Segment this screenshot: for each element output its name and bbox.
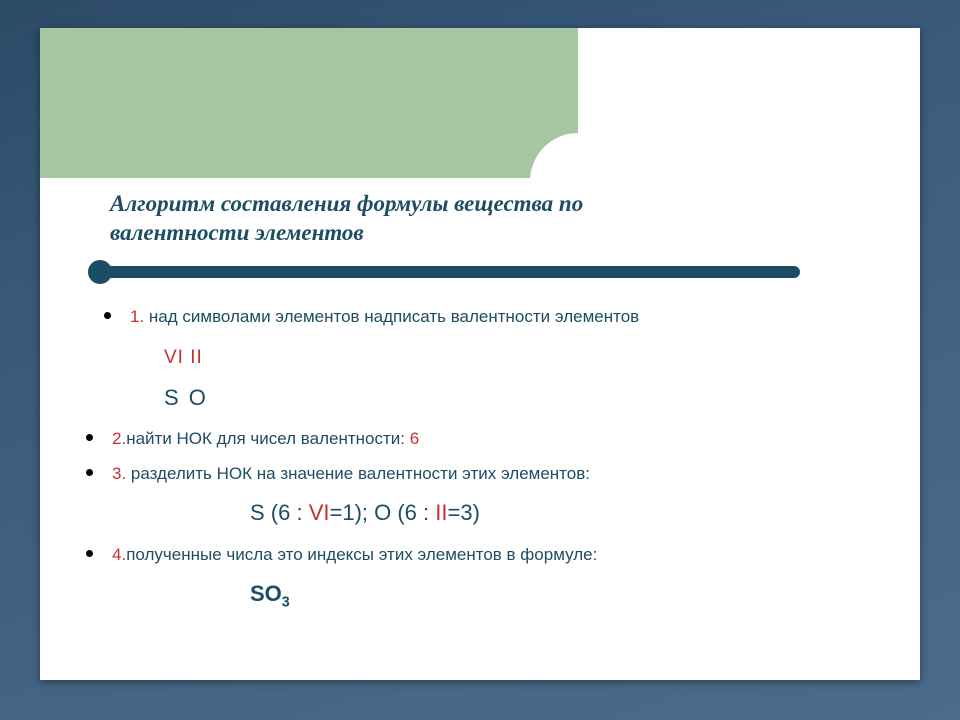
step2-number: 2. — [112, 429, 126, 448]
bullet-icon — [104, 312, 111, 319]
slide-title: Алгоритм составления формулы вещества по… — [110, 190, 850, 248]
valences: VI II — [164, 347, 203, 368]
slide: Алгоритм составления формулы вещества по… — [40, 28, 920, 680]
step-1: 1. над символами элементов надписать вал… — [130, 306, 860, 329]
result-row: SO3 — [130, 579, 860, 613]
step-4: 4.полученные числа это индексы этих элем… — [112, 544, 860, 567]
elements: S O — [164, 385, 208, 410]
bullet-icon — [86, 434, 93, 441]
calc-ii: II — [435, 500, 447, 525]
result-sub: 3 — [282, 594, 290, 610]
step1-number: 1. — [130, 307, 144, 326]
step2-text: найти НОК для чисел валентности: — [126, 429, 410, 448]
bullet-icon — [86, 550, 93, 557]
calc-vi: VI — [309, 500, 330, 525]
green-corner-curve — [530, 133, 578, 181]
title-line-1: Алгоритм составления формулы вещества по — [110, 191, 583, 216]
title-underline — [88, 260, 800, 284]
calc-s-part2: =1); O (6 : — [329, 500, 435, 525]
step2-value: 6 — [410, 429, 419, 448]
calc-s-part3: =3) — [447, 500, 479, 525]
underline-bar — [100, 266, 800, 278]
calc-row: S (6 : VI=1); O (6 : II=3) — [130, 498, 860, 528]
result-so: SO — [250, 581, 282, 606]
title-line-2: валентности элементов — [110, 220, 364, 245]
step1-text: над символами элементов надписать валент… — [144, 307, 639, 326]
elements-row: S O — [130, 383, 860, 413]
step3-text: разделить НОК на значение валентности эт… — [126, 464, 590, 483]
calc-s-part1: S (6 : — [250, 500, 309, 525]
step3-number: 3. — [112, 464, 126, 483]
green-notch — [530, 28, 578, 133]
step-2: 2.найти НОК для чисел валентности: 6 — [112, 428, 860, 451]
step-3: 3. разделить НОК на значение валентности… — [112, 463, 860, 486]
step4-number: 4. — [112, 545, 126, 564]
step4-text: полученные числа это индексы этих элемен… — [126, 545, 597, 564]
outer-frame: Алгоритм составления формулы вещества по… — [0, 0, 960, 720]
bullet-icon — [86, 469, 93, 476]
valences-row: VI II — [130, 345, 860, 371]
content-area: 1. над символами элементов надписать вал… — [130, 306, 860, 618]
green-header-block — [40, 28, 530, 178]
